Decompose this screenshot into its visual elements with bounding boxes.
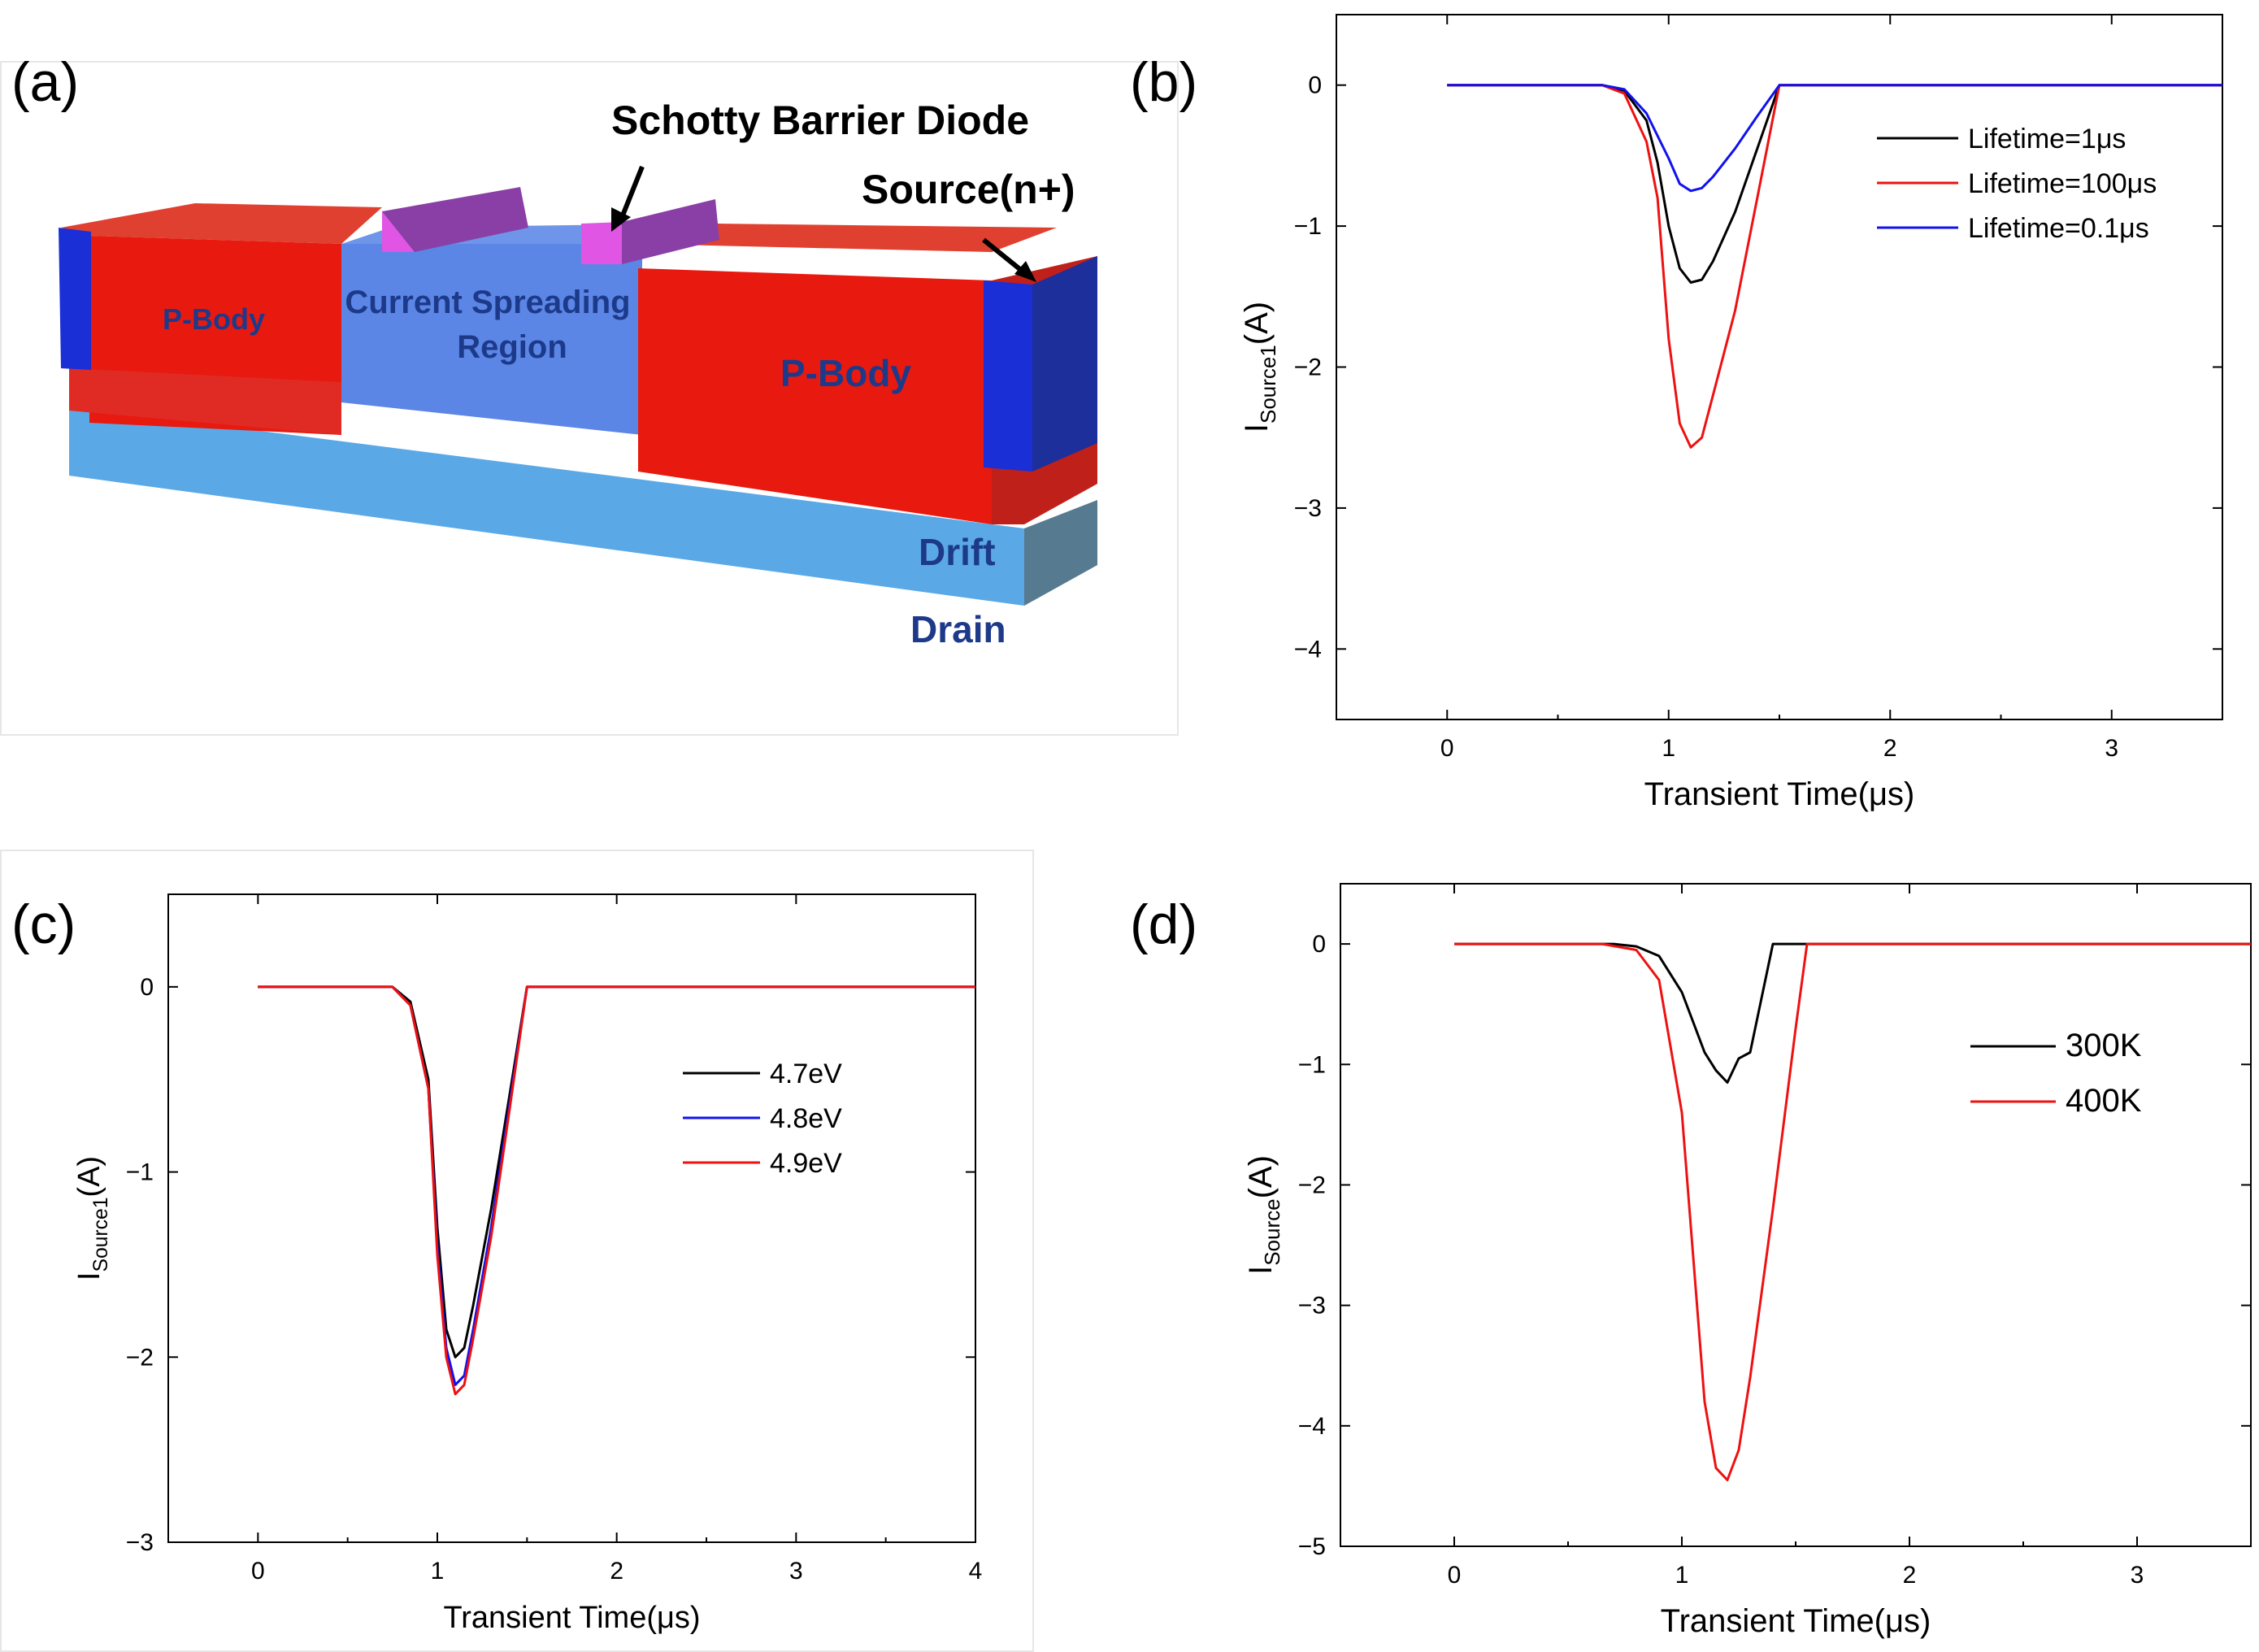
y-axis-label: ISource1(A) [1239,302,1280,433]
y-tick-label: −3 [1298,1293,1326,1319]
series-line [1447,84,2222,193]
panel-a-frame [0,61,1179,736]
plot-frame [1340,883,2252,1547]
legend-label: 4.7eV [770,1059,842,1089]
drain-side-face [1024,500,1097,606]
x-axis-label: Transient Time(μs) [443,1601,700,1635]
y-tick-label: −2 [126,1344,154,1371]
label-pbody-right: P-Body [780,352,911,394]
x-tick-label: 2 [1883,735,1897,762]
sbd-arrow-head [611,207,631,232]
pbody-left-under [69,368,341,435]
legend-label: 400K [2066,1083,2142,1119]
y-tick-label: −1 [1298,1051,1326,1078]
x-tick-label: 2 [610,1558,623,1585]
series-line [258,985,975,1359]
x-tick-label: 2 [1903,1562,1917,1589]
x-tick-label: 1 [1662,735,1675,762]
y-axis-label: ISource(A) [1243,1155,1284,1275]
y-label-unit: (A) [1243,1155,1279,1198]
y-tick-label: 0 [1308,72,1322,99]
y-tick-label: −2 [1298,1172,1326,1198]
device-diagram: Schotty Barrier Diode Source(n+) P-Body … [59,98,1097,650]
label-source: Source(n+) [862,167,1075,212]
series-line [1447,84,2222,449]
pbody-right-top [638,224,1057,252]
legend-label: Lifetime=1μs [1968,124,2126,154]
series-line [258,985,975,1386]
x-tick-label: 4 [969,1558,983,1585]
chart-c: 0 1 2 3 4 0 −1 −2 −3 Transient Time(μs) ISource1(A… [72,893,983,1635]
label-csr-line1: Current Spreading [345,285,630,320]
y-tick-label: 0 [140,974,154,1001]
series-line [1454,942,2251,1084]
y-tick-label: −4 [1298,1413,1326,1440]
x-tick-label: 0 [1448,1562,1462,1589]
source-arrow [982,237,1027,276]
series-line [1454,942,2251,1481]
x-tick-label: 1 [431,1558,445,1585]
label-drain: Drain [910,608,1006,650]
y-tick-label: −5 [1298,1533,1326,1560]
chart-d: 0 1 2 3 0 −1 −2 −3 −4 −5 Transient Time(μs) ISource… [1243,883,2252,1639]
y-tick-label: −2 [1294,354,1322,381]
y-label-unit: (A) [72,1156,106,1198]
panel-a-letter: (a) [11,51,80,113]
x-tick-label: 1 [1675,1562,1689,1589]
legend-label: 300K [2066,1028,2142,1063]
label-drift: Drift [919,531,996,573]
y-label-sub: Source [1260,1198,1284,1265]
series-line [258,985,975,1396]
y-label-main: I [72,1272,106,1281]
x-tick-label: 0 [251,1558,265,1585]
x-tick-label: 3 [2131,1562,2144,1589]
source-left [59,228,91,370]
y-label-unit: (A) [1239,302,1275,345]
source-right-front [984,280,1032,472]
y-axis-label: ISource1(A) [72,1156,112,1280]
label-pbody-left: P-Body [163,302,265,336]
panel-c-frame [0,850,1034,1652]
panel-c-letter: (c) [11,893,76,955]
drift-front [69,406,1024,606]
x-tick-label: 0 [1440,735,1454,762]
panel-d-letter: (d) [1130,893,1198,955]
pbody-right-front [638,268,992,524]
y-label-sub: Source1 [90,1198,112,1272]
chart-b: 0 1 2 3 0 −1 −2 −3 −4 Transient Time(μs) ISource1(… [1239,14,2223,812]
x-axis-label: Transient Time(μs) [1661,1603,1931,1639]
csr-front [341,244,642,435]
label-sbd: Schotty Barrier Diode [611,98,1029,143]
y-tick-label: −3 [1294,495,1322,522]
source-arrow-head [1014,261,1036,282]
y-tick-label: −1 [1294,213,1322,240]
legend-label: 4.9eV [770,1148,842,1179]
source-right-side [1032,256,1097,472]
legend-label: 4.8eV [770,1103,842,1134]
label-csr-line2: Region [457,329,567,365]
x-tick-label: 3 [2105,735,2118,762]
series-line [1447,84,2222,284]
plot-frame [167,893,976,1543]
y-tick-label: −3 [126,1529,154,1556]
y-label-main: I [1239,424,1275,433]
y-tick-label: −1 [126,1159,154,1186]
pbody-left-top [61,203,382,244]
legend-label: Lifetime=0.1μs [1968,213,2149,244]
legend-label: Lifetime=100μs [1968,168,2157,199]
y-tick-label: −4 [1294,636,1322,663]
x-tick-label: 3 [789,1558,803,1585]
panel-b-letter: (b) [1130,51,1198,113]
y-label-main: I [1243,1266,1279,1275]
y-label-sub: Source1 [1256,345,1280,424]
contact-right-top [622,199,719,264]
x-axis-label: Transient Time(μs) [1644,776,1915,812]
y-tick-label: 0 [1312,931,1326,958]
contact-right-front [581,222,622,264]
plot-frame [1336,14,2223,720]
contact-left-top [382,187,528,252]
